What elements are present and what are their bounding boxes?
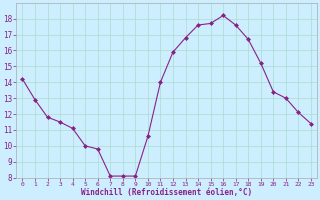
X-axis label: Windchill (Refroidissement éolien,°C): Windchill (Refroidissement éolien,°C) — [81, 188, 252, 197]
